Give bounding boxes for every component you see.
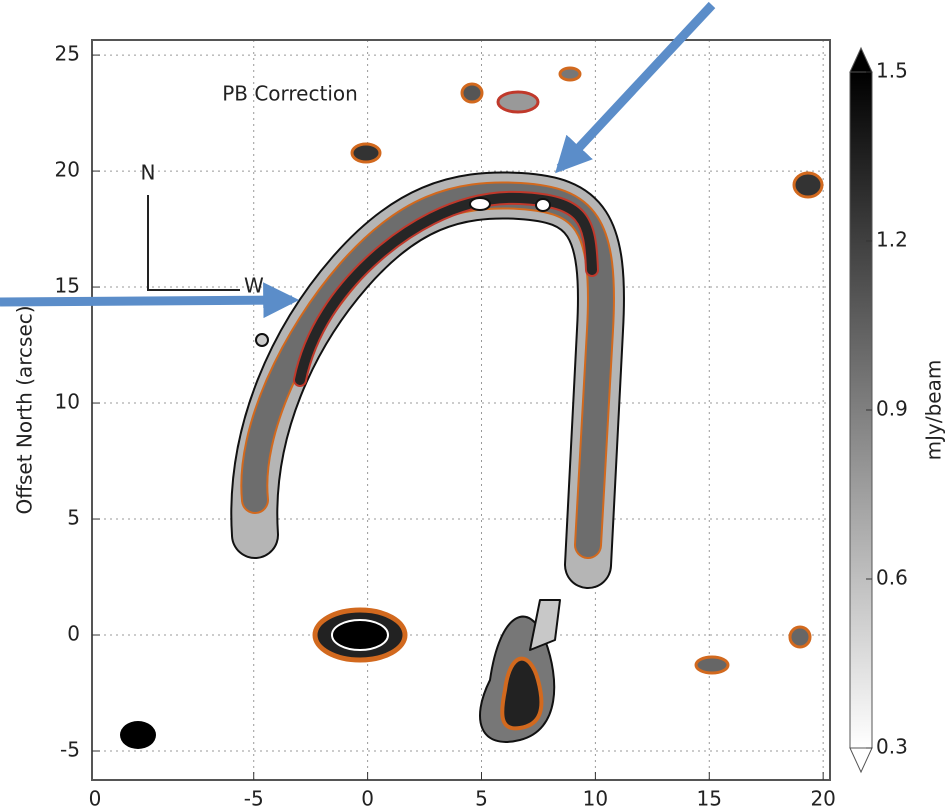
colorbar-tick-label: 1.2: [876, 228, 908, 252]
x-tick-label: 0: [361, 787, 374, 811]
beam: [120, 721, 156, 749]
colorbar-extend-bottom: [849, 747, 873, 774]
compass-west: W: [244, 274, 264, 298]
y-tick-label: 20: [55, 158, 80, 182]
compass: N W: [141, 161, 264, 298]
pointer-arrow: [555, 1, 716, 174]
x-tick-label: -5: [244, 787, 264, 811]
y-tick-label: 5: [67, 506, 80, 530]
x-tick-label: 20: [810, 787, 835, 811]
colorbar-tick-label: 0.9: [876, 397, 908, 421]
y-tick-label: 10: [55, 390, 80, 414]
annotation: PB Correction: [222, 82, 358, 106]
colorbar-extend-top: [849, 46, 873, 73]
x-edge-label: 0: [89, 787, 102, 811]
colorbar-tick-label: 1.5: [876, 59, 908, 83]
y-tick-label: 15: [55, 274, 80, 298]
compass-north: N: [141, 161, 156, 185]
x-tick-label: 5: [475, 787, 488, 811]
colorbar-tick-label: 0.6: [876, 566, 908, 590]
x-tick-label: 10: [583, 787, 608, 811]
y-tick-label: -5: [60, 738, 80, 762]
y-axis-label: Offset North (arcsec): [13, 305, 37, 514]
y-tick-label: 25: [55, 42, 80, 66]
x-tick-label: 15: [697, 787, 722, 811]
y-tick-label: 0: [67, 622, 80, 646]
colorbar-tick-label: 0.3: [876, 735, 908, 759]
source-emission: [120, 66, 824, 749]
colorbar-label: mJy/beam: [922, 360, 946, 461]
plot-frame: [91, 39, 831, 781]
pointer-arrow: [0, 282, 300, 319]
